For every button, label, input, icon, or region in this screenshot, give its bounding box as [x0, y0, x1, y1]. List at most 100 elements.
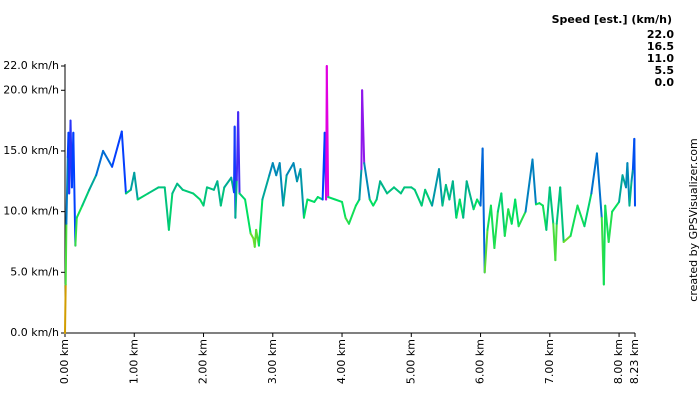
- y-tick-label: 22.0 km/h: [3, 59, 59, 72]
- x-tick-label: 4.00 km: [335, 339, 348, 384]
- speed-segment: [361, 89, 366, 165]
- speed-segment: [554, 222, 558, 262]
- x-tick-label: 8.00 km: [612, 339, 625, 384]
- speed-segment: [451, 180, 458, 219]
- speed-segment: [493, 210, 499, 250]
- x-tick-label: 0.00 km: [58, 339, 71, 384]
- speed-segment: [176, 182, 184, 191]
- speed-segment: [424, 188, 434, 207]
- speed-segment: [238, 192, 247, 201]
- speed-segment: [363, 162, 371, 201]
- speed-segment: [257, 198, 264, 247]
- y-tick-label: 5.0 km/h: [10, 265, 59, 278]
- speed-segment: [628, 180, 633, 207]
- speed-segment: [147, 186, 160, 195]
- speed-segment: [431, 168, 440, 207]
- speed-segment: [325, 65, 330, 199]
- speed-segment: [216, 180, 222, 207]
- speed-segment: [65, 156, 69, 225]
- speed-segment: [64, 283, 67, 334]
- speed-segment: [604, 204, 610, 243]
- speed-segment: [261, 174, 271, 201]
- speed-segment: [590, 152, 598, 195]
- speed-segment: [81, 188, 91, 207]
- speed-segment: [223, 176, 233, 189]
- y-tick-label: 10.0 km/h: [3, 205, 59, 218]
- speed-segment: [133, 171, 139, 201]
- speed-segment: [285, 162, 295, 177]
- speed-segment: [618, 174, 624, 203]
- speed-segment: [354, 198, 361, 207]
- speed-segment: [334, 198, 344, 203]
- speed-segment: [271, 162, 278, 177]
- speed-segment: [545, 186, 551, 231]
- speed-segment: [244, 198, 252, 235]
- speed-segment: [202, 186, 208, 207]
- y-tick-label: 20.0 km/h: [3, 83, 59, 96]
- speed-segment: [64, 222, 68, 286]
- speed-segment: [399, 186, 406, 195]
- speed-segment: [576, 204, 586, 228]
- speed-segment: [455, 198, 461, 219]
- speed-segment: [120, 130, 127, 195]
- speed-segment: [489, 204, 496, 250]
- speed-segment: [102, 149, 114, 168]
- speed-segment: [111, 130, 123, 168]
- speed-segment: [372, 198, 378, 207]
- speed-segment: [74, 216, 78, 247]
- speed-segment: [444, 183, 451, 201]
- speed-segment: [531, 158, 537, 206]
- speed-segment: [562, 234, 572, 243]
- speed-segment: [472, 198, 479, 211]
- speed-segment: [136, 192, 150, 201]
- speed-segment: [299, 168, 305, 219]
- y-tick-label: 0.0 km/h: [10, 326, 59, 339]
- speed-segment: [268, 162, 274, 177]
- speed-segment: [192, 192, 202, 201]
- speed-segment: [282, 174, 288, 207]
- speed-segment: [413, 188, 423, 207]
- y-tick-label: 15.0 km/h: [3, 144, 59, 157]
- speed-segment: [630, 168, 634, 183]
- speed-segment: [548, 186, 555, 225]
- speed-segment: [379, 180, 389, 195]
- speed-segment: [503, 208, 510, 237]
- speed-segment: [595, 152, 603, 219]
- speed-segment: [569, 204, 579, 237]
- speed-segment: [292, 162, 299, 183]
- speed-segment: [72, 131, 77, 247]
- speed-segment: [219, 186, 226, 207]
- speed-segment: [517, 210, 527, 228]
- speed-segment: [524, 158, 534, 213]
- speed-segment: [368, 198, 375, 207]
- speed-segment: [95, 149, 105, 177]
- x-tick-label: 5.00 km: [404, 339, 417, 384]
- speed-segment: [163, 186, 170, 231]
- speed-segment: [278, 162, 285, 207]
- speed-segment: [611, 200, 621, 213]
- x-tick-label: 1.00 km: [127, 339, 140, 384]
- speed-segment: [483, 228, 489, 274]
- speed-segment: [602, 204, 607, 286]
- speed-segment: [181, 188, 195, 195]
- legend-label: 11.0: [647, 52, 674, 65]
- speed-segment: [510, 198, 517, 225]
- legend-label: 0.0: [655, 76, 675, 89]
- x-tick-label: 2.00 km: [197, 339, 210, 384]
- speed-segment: [500, 192, 506, 237]
- speed-segment: [88, 174, 98, 191]
- speed-segment: [327, 196, 337, 201]
- legend: 22.016.511.05.50.0: [647, 28, 674, 89]
- speed-segment: [437, 168, 444, 207]
- legend-title: Speed [est.] (km/h): [552, 13, 672, 26]
- x-tick-label: 6.00 km: [474, 339, 487, 384]
- speed-segment: [607, 210, 614, 243]
- legend-label: 16.5: [647, 40, 674, 53]
- speed-segment: [465, 180, 475, 211]
- speed-segment: [124, 188, 132, 195]
- legend-label: 5.5: [655, 64, 675, 77]
- speed-segment: [167, 192, 174, 231]
- x-tick-label: 3.00 km: [266, 339, 279, 384]
- speed-segment: [633, 137, 636, 207]
